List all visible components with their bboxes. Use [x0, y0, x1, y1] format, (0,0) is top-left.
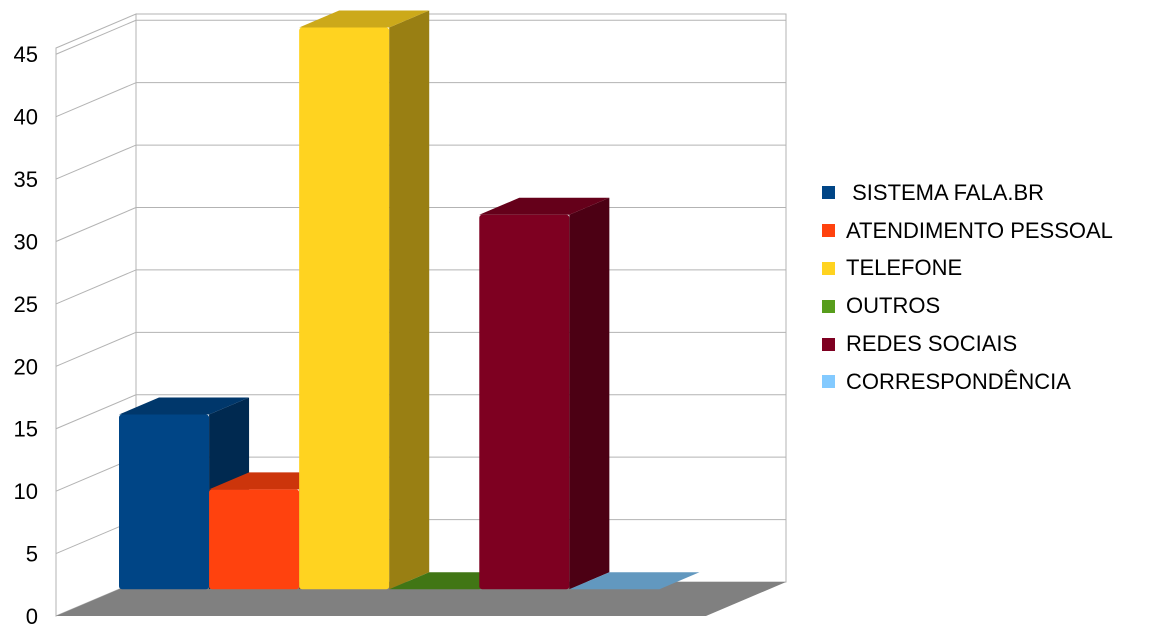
- legend-swatch: [822, 337, 835, 351]
- y-tick-label: 25: [14, 292, 38, 317]
- legend-item: TELEFONE: [822, 250, 1113, 288]
- legend-item: CORRESPONDÊNCIA: [822, 363, 1113, 401]
- legend-swatch: [822, 186, 835, 200]
- y-tick-label: 10: [14, 479, 38, 504]
- bar: [479, 197, 610, 590]
- chart-floor: [56, 582, 786, 616]
- bars: [119, 10, 700, 590]
- bar: [299, 10, 430, 590]
- gridline-side: [55, 207, 137, 242]
- gridline-side: [55, 19, 137, 55]
- y-tick-label: 15: [14, 417, 38, 442]
- y-tick-label: 0: [26, 604, 38, 627]
- legend: SISTEMA FALA.BR ATENDIMENTO PESSOAL TELEFO…: [822, 174, 1113, 401]
- legend-item: OUTROS: [822, 287, 1113, 325]
- legend-item: ATENDIMENTO PESSOAL: [822, 212, 1113, 250]
- y-tick-label: 20: [14, 354, 38, 379]
- gridline-side: [55, 269, 137, 305]
- floor-plane: [56, 582, 786, 616]
- y-tick-label: 30: [14, 229, 38, 254]
- y-tick-label: 5: [26, 542, 38, 567]
- gridline-side: [55, 82, 137, 118]
- legend-label: TELEFONE: [846, 255, 963, 281]
- y-axis-ticks: 0 5 10 15 20 25 30 35 40 45: [14, 42, 38, 627]
- legend-label: ATENDIMENTO PESSOAL: [846, 217, 1113, 243]
- legend-swatch: [822, 375, 835, 389]
- legend-label: CORRESPONDÊNCIA: [846, 368, 1071, 394]
- y-tick-label: 40: [14, 105, 38, 130]
- legend-swatch: [822, 261, 835, 275]
- legend-item: SISTEMA FALA.BR: [822, 174, 1113, 212]
- legend-label: SISTEMA FALA.BR: [846, 179, 1045, 205]
- legend-item: REDES SOCIAIS: [822, 325, 1113, 363]
- gridline-side: [55, 144, 137, 180]
- legend-label: REDES SOCIAIS: [846, 331, 1018, 357]
- y-tick-label: 35: [14, 167, 38, 192]
- gridline-side: [55, 331, 137, 367]
- gridline-side: [55, 394, 137, 430]
- legend-label: OUTROS: [846, 293, 941, 319]
- legend-swatch: [822, 299, 835, 313]
- y-tick-label: 45: [14, 42, 38, 67]
- bar: [569, 572, 700, 590]
- legend-swatch: [822, 224, 835, 238]
